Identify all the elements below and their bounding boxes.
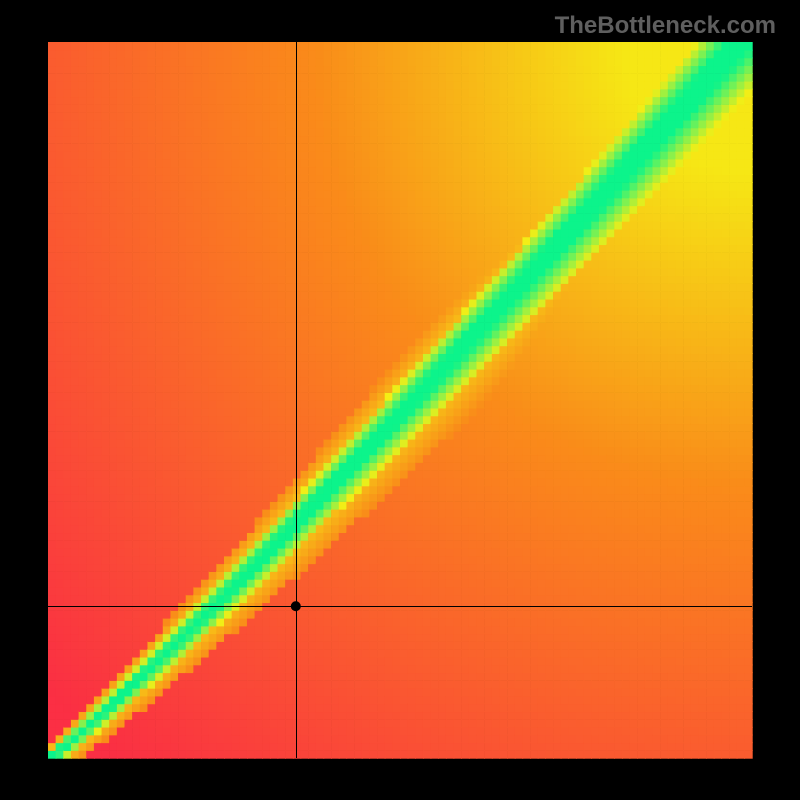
root-container: TheBottleneck.com: [0, 0, 800, 800]
bottleneck-heatmap: [0, 0, 800, 800]
watermark-text: TheBottleneck.com: [555, 12, 776, 40]
